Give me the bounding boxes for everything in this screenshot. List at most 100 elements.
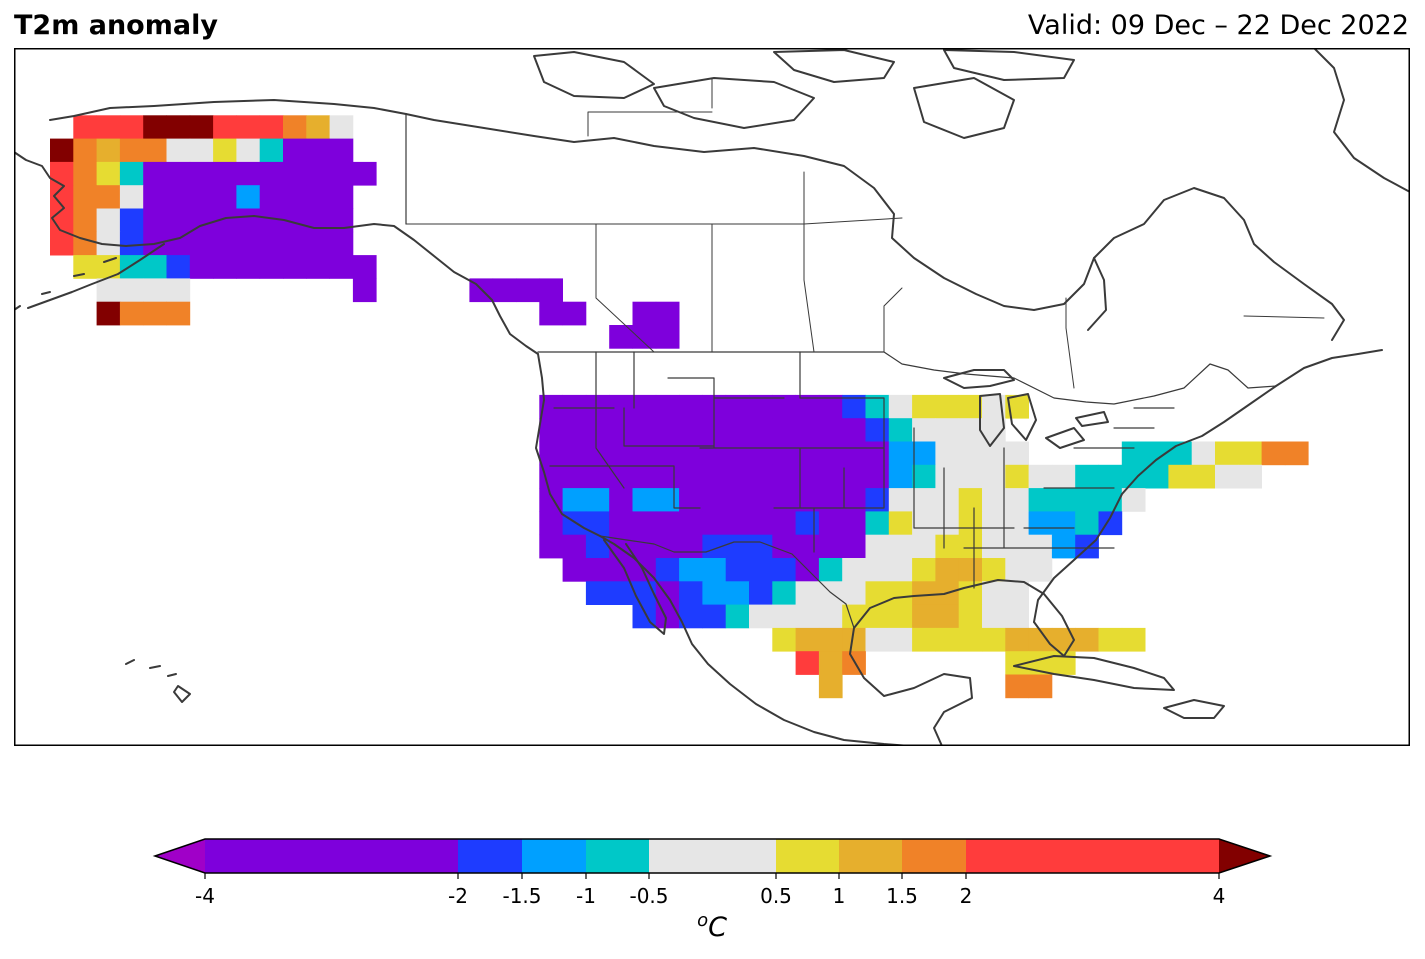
anomaly-cell	[1028, 488, 1053, 512]
anomaly-cell	[679, 441, 703, 466]
anomaly-cell	[935, 418, 960, 442]
anomaly-cell	[795, 394, 820, 419]
anomaly-cell	[1005, 511, 1029, 536]
anomaly-cell	[283, 185, 307, 209]
anomaly-cell	[818, 604, 843, 629]
anomaly-cell	[982, 464, 1006, 489]
anomaly-cell	[119, 138, 144, 163]
anomaly-cell	[982, 604, 1006, 629]
anomaly-cell	[1028, 627, 1053, 652]
us-canada-border	[537, 351, 1277, 405]
gulf-coast	[849, 579, 1075, 746]
anomaly-cell	[958, 511, 983, 536]
anomaly-cell	[609, 511, 633, 536]
anomaly-cell	[283, 115, 307, 139]
anomaly-cell	[655, 604, 680, 629]
anomaly-cell	[352, 278, 377, 303]
anomaly-cell	[166, 161, 191, 186]
anomaly-cell	[749, 511, 773, 536]
anomaly-cell	[236, 208, 261, 233]
anomaly-cell	[329, 255, 354, 279]
anomaly-cell	[213, 255, 237, 279]
anomaly-cell	[818, 534, 843, 559]
anomaly-cell	[888, 627, 913, 652]
colorbar-band	[839, 839, 902, 873]
anomaly-cell	[982, 394, 1006, 419]
anomaly-cell	[818, 674, 843, 699]
anomaly-cell	[329, 138, 354, 163]
anomaly-cell	[725, 604, 750, 629]
anomaly-cell	[632, 325, 657, 349]
anomaly-cell	[259, 255, 284, 279]
anomaly-cell	[912, 464, 936, 489]
anomaly-cell	[609, 325, 633, 349]
anomaly-cell	[50, 185, 74, 209]
anomaly-cell	[1261, 441, 1286, 466]
anomaly-cell	[1051, 488, 1076, 512]
anomaly-cell	[632, 558, 657, 582]
anomaly-cell	[888, 558, 913, 582]
anomaly-cell	[865, 511, 890, 536]
anomaly-cell	[539, 301, 563, 326]
anomaly-cell	[912, 581, 936, 605]
us-mexico-border	[599, 535, 855, 629]
anomaly-cell	[958, 441, 983, 466]
anomaly-cell	[562, 418, 587, 442]
anomaly-cell	[818, 394, 843, 419]
anomaly-cell	[1005, 534, 1029, 559]
anomaly-cell	[888, 511, 913, 536]
anomaly-cell	[632, 464, 657, 489]
anomaly-cell	[935, 534, 960, 559]
anomaly-cell	[772, 558, 796, 582]
anomaly-cell	[492, 278, 517, 303]
anomaly-cell	[259, 208, 284, 233]
anomaly-cell	[842, 581, 866, 605]
anomaly-cell	[912, 394, 936, 419]
alaska-peninsula	[27, 243, 165, 309]
anomaly-grid	[50, 115, 1309, 699]
anomaly-cell	[772, 394, 796, 419]
anomaly-cell	[912, 534, 936, 559]
colorbar-band	[902, 839, 966, 873]
anomaly-cell	[352, 255, 377, 279]
anomaly-cell	[283, 208, 307, 233]
anomaly-cell	[818, 627, 843, 652]
anomaly-cell	[702, 488, 727, 512]
anomaly-cell	[795, 488, 820, 512]
anomaly-cell	[795, 581, 820, 605]
anomaly-cell	[935, 441, 960, 466]
anomaly-cell	[166, 231, 191, 256]
anomaly-cell	[213, 115, 237, 139]
colorbar-under-arrow	[155, 839, 205, 873]
anomaly-cell	[935, 627, 960, 652]
anomaly-cell	[562, 301, 587, 326]
anomaly-cell	[958, 627, 983, 652]
anomaly-cell	[842, 534, 866, 559]
anomaly-cell	[958, 464, 983, 489]
anomaly-cell	[562, 441, 587, 466]
anomaly-cell	[189, 161, 214, 186]
anomaly-cell	[119, 255, 144, 279]
arctic-islands	[533, 49, 1075, 139]
anomaly-cell	[702, 604, 727, 629]
anomaly-cell	[1005, 627, 1029, 652]
anomaly-cell	[679, 511, 703, 536]
anomaly-cell	[73, 115, 97, 139]
anomaly-cell	[143, 255, 167, 279]
anomaly-cell	[539, 441, 563, 466]
anomaly-cell	[1028, 511, 1053, 536]
anomaly-cell	[912, 418, 936, 442]
anomaly-cell	[749, 534, 773, 559]
anomaly-cell	[329, 185, 354, 209]
greenland-coast	[1313, 48, 1410, 193]
anomaly-cell	[1075, 627, 1099, 652]
pacific-coast	[535, 353, 911, 746]
anomaly-cell	[818, 651, 843, 675]
anomaly-cell	[539, 394, 563, 419]
map-title: T2m anomaly	[14, 10, 218, 41]
anomaly-cell	[795, 604, 820, 629]
anomaly-cell	[679, 534, 703, 559]
anomaly-cell	[50, 231, 74, 256]
anomaly-cell	[1215, 464, 1239, 489]
anomaly-cell	[1238, 464, 1262, 489]
